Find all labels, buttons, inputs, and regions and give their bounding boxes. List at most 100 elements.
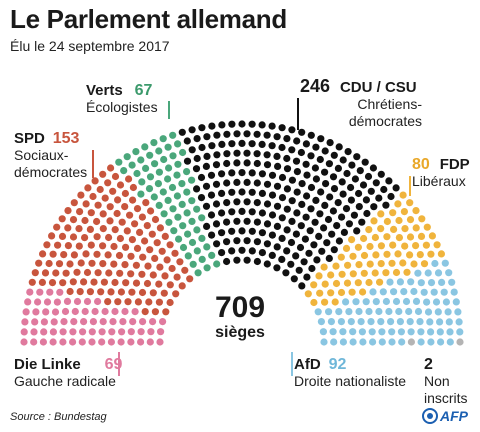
seat-dot-party-1 [86, 225, 94, 233]
seat-dot-party-0 [119, 318, 127, 326]
seat-dot-party-1 [111, 226, 119, 234]
seat-dot-party-5 [407, 278, 415, 286]
seat-dot-party-0 [137, 338, 145, 346]
seat-dot-party-3 [325, 254, 333, 262]
seat-dot-party-3 [218, 189, 226, 197]
seat-dot-party-2 [115, 158, 123, 166]
seat-dot-party-0 [40, 318, 49, 326]
seat-dot-party-3 [188, 126, 196, 134]
seat-dot-party-5 [377, 318, 385, 326]
seat-dot-party-1 [128, 288, 136, 296]
desc-afd: Droite nationaliste [294, 373, 407, 389]
seat-dot-party-3 [263, 240, 271, 248]
seat-dot-party-2 [198, 255, 206, 263]
seat-dot-party-0 [49, 338, 57, 346]
seat-dot-party-2 [198, 214, 206, 222]
seat-dot-party-1 [131, 220, 139, 228]
seat-dot-party-1 [87, 241, 95, 249]
seat-dot-party-4 [321, 280, 329, 288]
seat-dot-party-1 [128, 236, 136, 244]
seat-dot-party-1 [88, 259, 96, 267]
seat-dot-party-1 [127, 270, 135, 278]
seat-dot-party-4 [377, 210, 385, 218]
seat-dot-party-5 [319, 328, 327, 336]
seat-dot-party-0 [21, 318, 29, 326]
seat-dot-party-5 [427, 328, 435, 336]
seat-dot-party-0 [59, 338, 67, 346]
seat-dot-party-5 [358, 328, 366, 336]
desc-spd: Sociaux-démocrates [14, 147, 88, 180]
seat-dot-party-1 [38, 278, 47, 286]
seat-dot-party-3 [302, 140, 310, 148]
seat-dot-party-5 [434, 308, 442, 316]
seat-dot-party-3 [358, 218, 366, 226]
seat-dot-party-3 [308, 264, 316, 273]
seat-dot-party-3 [290, 275, 298, 283]
seat-dot-party-1 [151, 215, 160, 224]
seat-dot-party-5 [378, 338, 386, 346]
seats-linke: 69 [104, 356, 123, 373]
seat-dot-party-1 [132, 261, 140, 269]
seat-dot-party-0 [51, 308, 60, 316]
seat-dot-party-5 [330, 338, 338, 346]
seat-dot-party-2 [150, 139, 158, 147]
seat-dot-party-0 [80, 318, 88, 326]
seat-dot-party-3 [223, 238, 231, 246]
seat-dot-party-4 [416, 251, 424, 259]
seat-dot-party-3 [248, 120, 256, 128]
seat-dot-party-4 [403, 268, 411, 276]
seat-dot-party-1 [158, 247, 166, 255]
seat-dot-party-4 [354, 279, 362, 287]
seat-dot-party-2 [193, 226, 201, 234]
party-name-linke: Die Linke [14, 356, 81, 373]
seat-dot-party-3 [233, 130, 241, 138]
seat-dot-party-0 [26, 288, 34, 296]
seat-dot-party-0 [147, 328, 155, 336]
seat-dot-party-3 [351, 175, 359, 183]
seat-dot-party-1 [161, 232, 169, 240]
seat-dot-party-1 [125, 175, 133, 183]
seat-dot-party-6 [456, 338, 464, 346]
seat-dot-party-5 [396, 278, 404, 286]
seat-dot-party-1 [64, 224, 72, 232]
seat-dot-party-3 [278, 214, 286, 222]
seat-dot-party-3 [380, 185, 388, 194]
seat-dot-party-5 [395, 307, 403, 316]
seat-dot-party-5 [432, 298, 441, 306]
seat-dot-party-1 [138, 270, 146, 278]
seat-dot-party-2 [193, 247, 201, 255]
seat-dot-party-3 [183, 157, 192, 165]
seat-dot-party-2 [174, 160, 182, 168]
seat-dot-party-3 [253, 159, 261, 168]
seat-dot-party-3 [233, 149, 241, 157]
seat-dot-party-3 [326, 193, 334, 201]
seat-dot-party-3 [303, 273, 311, 281]
seat-dot-party-5 [392, 297, 401, 306]
seat-dot-party-3 [329, 207, 337, 215]
seat-dot-party-1 [127, 252, 135, 260]
party-name-verts: Verts [86, 82, 123, 99]
seat-dot-party-4 [377, 260, 385, 268]
seat-dot-party-3 [253, 130, 261, 138]
seat-dot-party-3 [253, 218, 261, 226]
seat-dot-party-3 [298, 128, 306, 136]
seat-dot-party-1 [173, 273, 181, 281]
seat-dot-party-2 [179, 222, 187, 230]
seat-dot-party-1 [172, 290, 180, 298]
seat-dot-party-1 [80, 278, 88, 286]
seat-dot-party-4 [371, 269, 379, 277]
seat-dot-party-1 [100, 278, 108, 286]
seat-dot-party-3 [387, 192, 395, 201]
seat-dot-party-2 [160, 155, 168, 164]
seat-dot-party-3 [377, 170, 385, 178]
seat-dot-party-5 [427, 279, 436, 287]
seat-dot-party-4 [395, 216, 403, 225]
seat-dot-party-3 [325, 160, 333, 168]
seat-dot-party-5 [406, 318, 414, 326]
seat-dot-party-3 [233, 198, 241, 206]
seat-dot-party-1 [151, 308, 159, 316]
seat-dot-party-2 [175, 235, 183, 243]
seat-dot-party-3 [208, 231, 216, 239]
seat-dot-party-3 [268, 122, 276, 130]
seat-dot-party-3 [288, 197, 296, 205]
